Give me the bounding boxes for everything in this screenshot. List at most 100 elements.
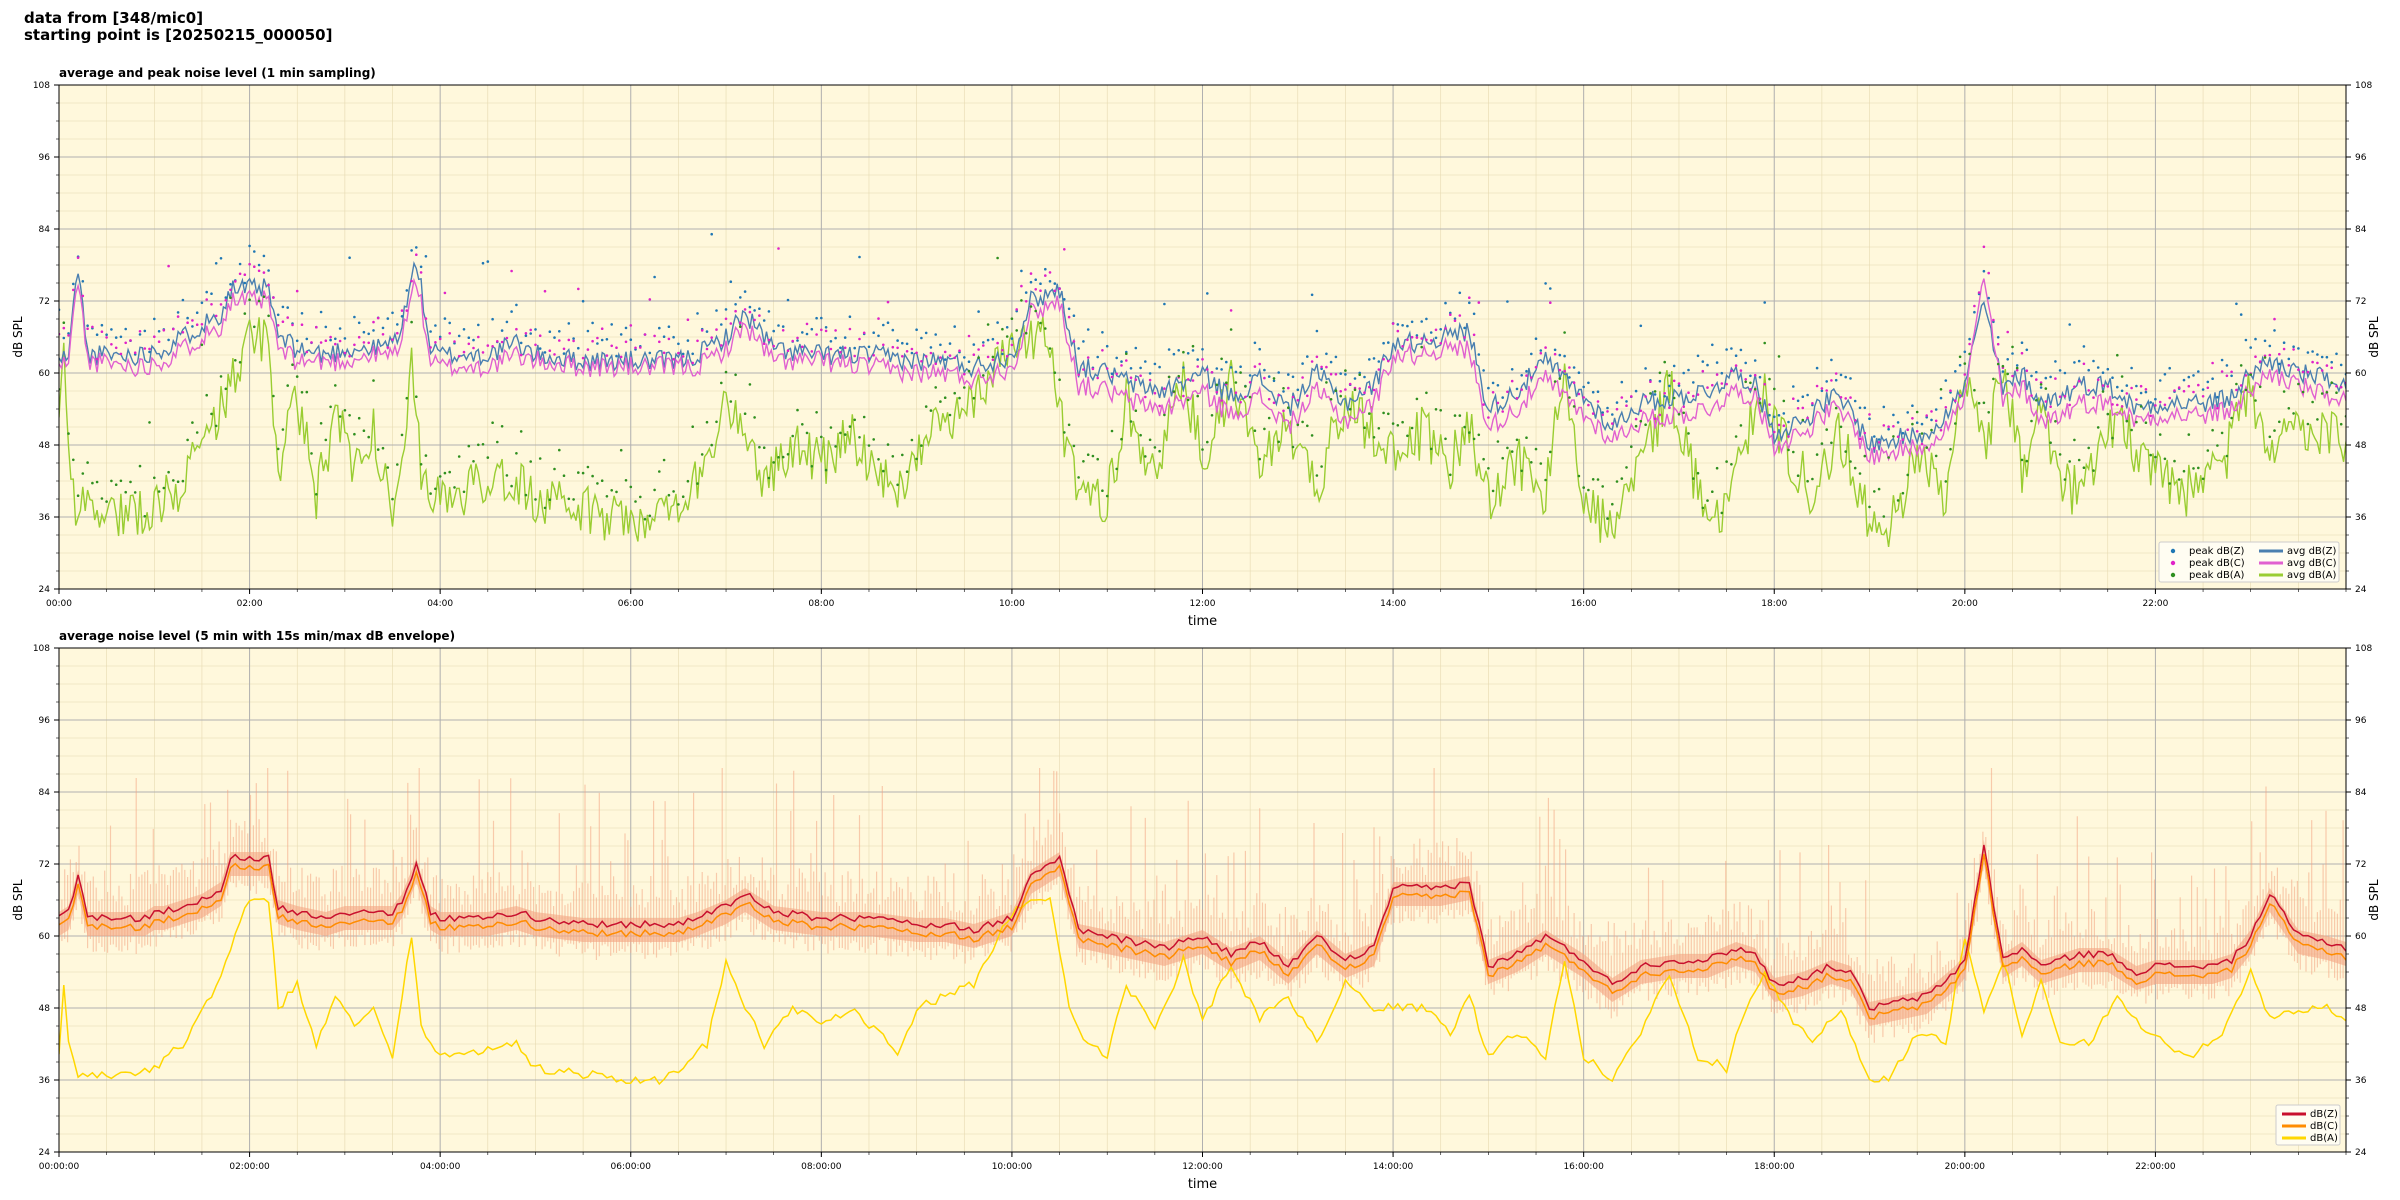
peak-point — [1815, 366, 1819, 370]
peak-point — [2020, 351, 2024, 355]
peak-point — [2177, 478, 2181, 481]
peak-point — [1682, 405, 1685, 409]
peak-point — [1525, 436, 1528, 440]
peak-point — [1191, 379, 1195, 382]
peak-point — [1925, 446, 1928, 449]
peak-point — [1410, 426, 1414, 430]
peak-point — [91, 481, 94, 485]
peak-point — [634, 500, 637, 503]
peak-point — [429, 346, 432, 349]
peak-point — [2111, 376, 2114, 380]
peak-point — [2211, 428, 2214, 432]
peak-point — [2201, 395, 2205, 398]
peak-point — [167, 264, 170, 268]
peak-point — [281, 428, 285, 431]
peak-point — [305, 390, 309, 394]
peak-point — [2220, 358, 2224, 362]
peak-point — [2054, 420, 2057, 423]
peak-point — [1215, 383, 1219, 387]
peak-point — [1368, 412, 1371, 415]
x-tick-label: 16:00:00 — [1563, 1162, 1604, 1172]
peak-point — [553, 353, 556, 356]
x-tick-label: 06:00:00 — [611, 1162, 652, 1172]
peak-point — [1792, 397, 1795, 401]
peak-point — [872, 331, 875, 335]
peak-point — [1858, 472, 1862, 475]
peak-point — [95, 357, 99, 361]
peak-point — [1844, 397, 1847, 400]
peak-point — [1792, 385, 1795, 388]
peak-point — [543, 351, 547, 354]
peak-point — [1934, 419, 1938, 423]
peak-point — [1753, 373, 1757, 377]
peak-point — [1853, 419, 1857, 422]
peak-point — [1234, 381, 1238, 384]
peak-point — [515, 327, 518, 331]
peak-point — [410, 249, 413, 252]
peak-point — [1625, 400, 1628, 403]
peak-point — [2135, 420, 2138, 424]
peak-point — [1358, 387, 1361, 390]
peak-point — [1325, 365, 1328, 369]
peak-point — [1582, 396, 1585, 399]
peak-point — [1334, 373, 1338, 376]
peak-point — [2006, 358, 2009, 361]
peak-point — [796, 408, 799, 412]
peak-point — [1920, 432, 1924, 435]
peak-point — [977, 310, 980, 313]
peak-point — [972, 343, 976, 346]
peak-point — [343, 351, 347, 355]
peak-point — [877, 317, 880, 320]
peak-point — [2006, 372, 2009, 376]
series-line-dba — [59, 896, 2346, 1086]
peak-point — [415, 395, 418, 399]
peak-point — [1549, 287, 1552, 290]
peak-point — [2282, 347, 2286, 351]
peak-point — [1706, 363, 1709, 367]
peak-point — [977, 356, 980, 359]
peak-point — [739, 321, 742, 325]
peak-point — [1701, 360, 1705, 363]
peak-point — [2144, 421, 2148, 425]
peak-point — [396, 463, 399, 466]
peak-point — [2135, 398, 2138, 401]
peak-point — [662, 458, 666, 462]
peak-point — [67, 332, 70, 335]
peak-point — [324, 325, 328, 329]
peak-point — [1734, 364, 1738, 367]
peak-point — [1591, 478, 1595, 481]
peak-point — [548, 330, 552, 334]
peak-point — [1901, 431, 1905, 435]
peak-point — [510, 310, 513, 313]
peak-point — [329, 338, 332, 342]
plot-area — [59, 768, 2346, 1086]
peak-point — [743, 412, 747, 416]
peak-point — [319, 422, 323, 425]
peak-point — [1186, 352, 1190, 355]
x-tick-label: 08:00:00 — [801, 1162, 842, 1172]
peak-point — [2158, 400, 2162, 404]
peak-point — [786, 349, 790, 353]
peak-point — [1329, 372, 1333, 376]
peak-point — [143, 347, 147, 350]
y-tick-label-right: 108 — [2355, 644, 2372, 654]
peak-point — [762, 319, 766, 322]
peak-point — [1801, 418, 1805, 422]
peak-point — [1125, 352, 1128, 356]
peak-point — [610, 323, 613, 326]
peak-point — [1734, 354, 1738, 358]
peak-point — [1020, 284, 1023, 288]
series-line-avg-db-z- — [59, 261, 2346, 453]
peak-point — [543, 289, 547, 293]
peak-point — [686, 479, 690, 483]
legend-label: peak dB(Z) — [2189, 546, 2245, 557]
peak-point — [1282, 409, 1285, 413]
legend-label: peak dB(A) — [2189, 570, 2245, 581]
peak-point — [1658, 371, 1662, 375]
x-tick-label: 22:00 — [2142, 599, 2168, 609]
peak-point — [1410, 335, 1414, 339]
peak-point — [1339, 390, 1342, 393]
peak-point — [100, 323, 104, 327]
peak-point — [1372, 357, 1376, 360]
peak-point — [2154, 404, 2157, 407]
